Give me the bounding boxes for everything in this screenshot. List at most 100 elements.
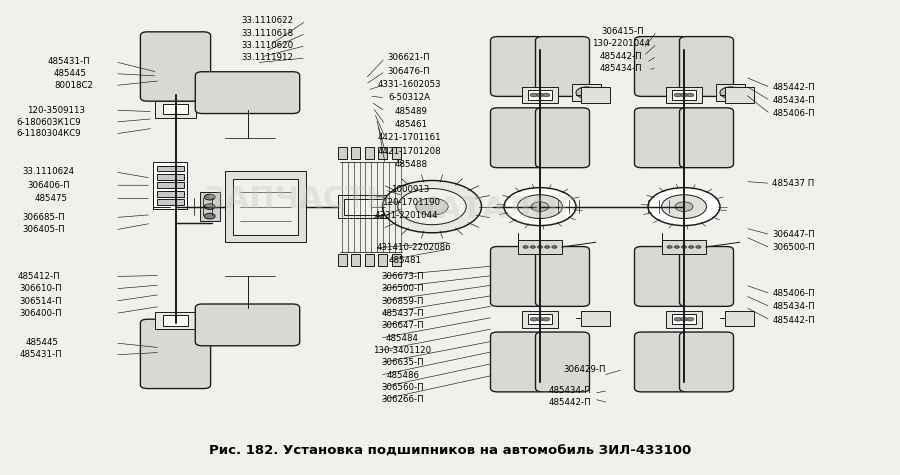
Text: 120-3509113: 120-3509113 (27, 106, 85, 114)
Text: 485437-П: 485437-П (382, 309, 424, 318)
Circle shape (674, 93, 681, 97)
Circle shape (662, 195, 706, 219)
FancyBboxPatch shape (634, 37, 688, 96)
Text: 130-3401120: 130-3401120 (373, 346, 431, 355)
Circle shape (687, 93, 694, 97)
Text: 80018С2: 80018С2 (54, 81, 93, 90)
Text: 306429-П: 306429-П (563, 365, 606, 374)
Circle shape (552, 246, 557, 248)
Text: 485434-П: 485434-П (772, 96, 814, 105)
Text: 485442-П: 485442-П (772, 83, 814, 92)
Circle shape (667, 246, 672, 248)
FancyBboxPatch shape (491, 332, 544, 392)
Circle shape (680, 93, 688, 97)
Text: ЗАПЧАСТЬ: ЗАПЧАСТЬ (204, 185, 390, 214)
Circle shape (720, 87, 742, 98)
FancyBboxPatch shape (634, 108, 688, 168)
FancyBboxPatch shape (195, 304, 300, 346)
FancyBboxPatch shape (157, 199, 184, 205)
Text: 485442-П: 485442-П (772, 316, 814, 324)
Circle shape (531, 202, 549, 211)
Text: 306476-П: 306476-П (387, 67, 429, 76)
Circle shape (544, 246, 550, 248)
Text: 306647-П: 306647-П (382, 322, 424, 330)
FancyBboxPatch shape (344, 199, 389, 215)
FancyBboxPatch shape (378, 147, 387, 159)
FancyBboxPatch shape (725, 87, 754, 103)
FancyBboxPatch shape (536, 37, 590, 96)
FancyBboxPatch shape (163, 104, 188, 114)
FancyBboxPatch shape (491, 37, 544, 96)
Text: 306266-П: 306266-П (382, 396, 424, 404)
Circle shape (576, 87, 598, 98)
FancyBboxPatch shape (140, 32, 211, 101)
Circle shape (504, 188, 576, 226)
Circle shape (681, 246, 687, 248)
Text: Рис. 182. Установка подшипников на автомобиль ЗИЛ-433100: Рис. 182. Установка подшипников на автом… (209, 445, 691, 458)
FancyBboxPatch shape (672, 314, 696, 324)
FancyBboxPatch shape (680, 37, 734, 96)
FancyBboxPatch shape (662, 240, 706, 254)
Text: 306400-П: 306400-П (20, 309, 62, 318)
Text: 4421-1701208: 4421-1701208 (378, 147, 442, 155)
FancyBboxPatch shape (338, 255, 346, 266)
Text: 485445: 485445 (25, 339, 58, 347)
Text: КАТАЛОГ: КАТАЛОГ (413, 194, 577, 224)
Text: 33.1110624: 33.1110624 (22, 168, 75, 176)
Text: 306635-П: 306635-П (382, 359, 424, 367)
Text: 485406-П: 485406-П (772, 110, 814, 118)
Text: 485445: 485445 (54, 69, 87, 78)
FancyBboxPatch shape (140, 319, 211, 389)
Text: 485442-П: 485442-П (599, 52, 642, 60)
Circle shape (543, 317, 550, 321)
Text: 485486: 485486 (387, 371, 420, 380)
FancyBboxPatch shape (155, 312, 196, 329)
FancyBboxPatch shape (155, 101, 196, 118)
FancyBboxPatch shape (680, 247, 734, 306)
Text: 485431-П: 485431-П (20, 351, 62, 359)
FancyBboxPatch shape (572, 84, 601, 101)
Text: 306514-П: 306514-П (20, 297, 62, 305)
Text: 130-2201044: 130-2201044 (592, 39, 651, 48)
FancyBboxPatch shape (338, 195, 395, 218)
Text: 33.1110618: 33.1110618 (241, 29, 293, 38)
Circle shape (204, 204, 215, 209)
Circle shape (398, 189, 466, 225)
Text: 1000913: 1000913 (391, 186, 429, 194)
Circle shape (204, 213, 215, 219)
FancyBboxPatch shape (518, 240, 562, 254)
Text: 306406-П: 306406-П (27, 181, 69, 190)
Text: 485475: 485475 (34, 194, 68, 203)
Text: 485442-П: 485442-П (549, 399, 591, 407)
Text: 485437 П: 485437 П (772, 179, 814, 188)
Text: 306415-П: 306415-П (601, 27, 644, 36)
Text: 6-1180304КС9: 6-1180304КС9 (16, 130, 81, 138)
FancyBboxPatch shape (581, 311, 610, 326)
Text: 4421-1701161: 4421-1701161 (378, 133, 442, 142)
Text: 120-1701190: 120-1701190 (382, 199, 440, 207)
Text: 33.1110620: 33.1110620 (241, 41, 293, 50)
Text: 306685-П: 306685-П (22, 213, 65, 222)
Circle shape (687, 317, 694, 321)
Text: 485412-П: 485412-П (18, 272, 60, 281)
FancyBboxPatch shape (351, 255, 360, 266)
Text: 306500-П: 306500-П (772, 244, 814, 252)
Circle shape (543, 93, 550, 97)
FancyBboxPatch shape (666, 86, 702, 103)
FancyBboxPatch shape (233, 179, 298, 235)
Text: 33.1111912: 33.1111912 (241, 54, 293, 62)
FancyBboxPatch shape (491, 108, 544, 168)
FancyBboxPatch shape (378, 255, 387, 266)
FancyBboxPatch shape (522, 86, 558, 103)
Circle shape (536, 93, 544, 97)
Circle shape (530, 317, 537, 321)
FancyBboxPatch shape (163, 315, 188, 326)
Text: 431410-2202086: 431410-2202086 (376, 244, 451, 252)
Text: 306560-П: 306560-П (382, 383, 424, 392)
Text: 485484: 485484 (385, 334, 418, 342)
FancyBboxPatch shape (634, 247, 688, 306)
Circle shape (382, 180, 482, 233)
FancyBboxPatch shape (666, 311, 702, 328)
FancyBboxPatch shape (153, 162, 187, 209)
FancyBboxPatch shape (157, 182, 184, 188)
